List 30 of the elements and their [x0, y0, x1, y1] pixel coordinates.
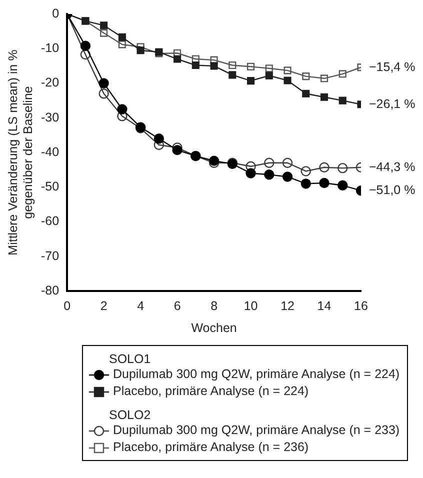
x-tick-label: 14: [317, 298, 332, 313]
x-tick-label: 16: [354, 298, 368, 313]
x-tick-label: 4: [137, 298, 144, 313]
text: SOLO2: [109, 408, 152, 422]
x-tick-label: 2: [100, 298, 108, 313]
text: SOLO1: [109, 352, 152, 366]
data-label: −51,0 %: [369, 183, 416, 198]
y-tick-label: -80: [40, 283, 60, 298]
y-tick-label: -60: [40, 214, 60, 228]
y-tick-label: -40: [40, 144, 60, 159]
legend-label: Placebo, primäre Analyse (n = 236): [113, 439, 309, 456]
data-label: −44,3 %: [369, 160, 416, 174]
data-label: −26,1 %: [369, 96, 416, 111]
legend-label: Placebo, primäre Analyse (n = 224): [113, 383, 309, 400]
y-tick-label: -50: [40, 180, 60, 194]
y-tick-label: -20: [40, 76, 60, 90]
data-label: −15,4 %: [369, 60, 416, 74]
y-axis-title: Mittlere Veränderung (LS mean) in % gegenüber der Baseline: [6, 50, 35, 256]
x-tick-label: 8: [210, 298, 218, 313]
x-tick-label: 0: [64, 298, 71, 313]
y-tick-label: -10: [40, 41, 60, 56]
y-tick-label: 0: [52, 6, 60, 20]
y-tick-label: -30: [40, 110, 60, 124]
y-tick-label: -70: [40, 248, 60, 263]
x-axis-title: Wochen: [191, 320, 237, 335]
legend-label: Dupilumab 300 mg Q2W, primäre Analyse (n = 233): [113, 422, 400, 439]
x-tick-label: 12: [280, 298, 295, 313]
x-tick-label: 10: [244, 298, 258, 313]
x-tick-label: 6: [174, 298, 181, 313]
legend-label: Dupilumab 300 mg Q2W, primäre Analyse (n = 224): [113, 366, 400, 383]
